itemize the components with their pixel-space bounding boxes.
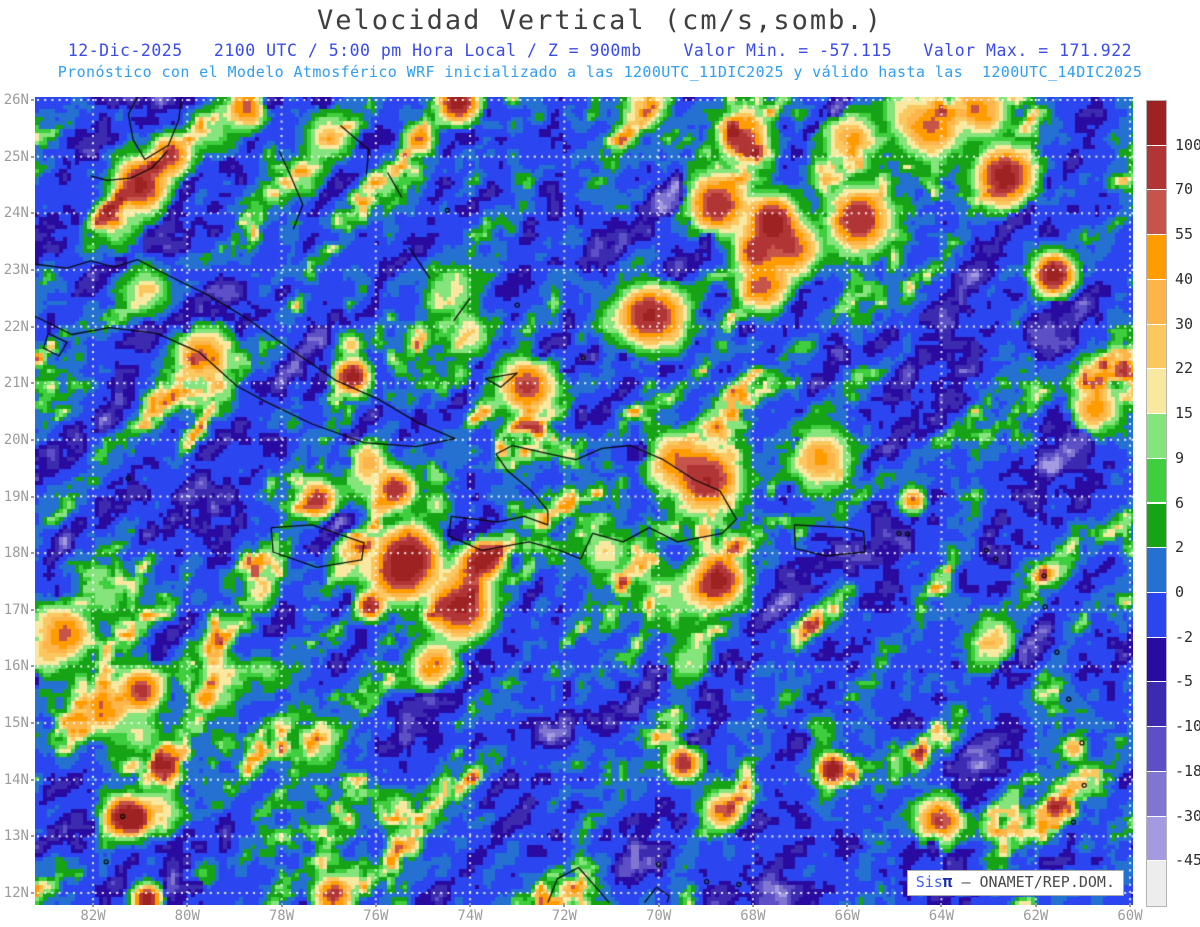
colorbar-tick-label: 55 (1175, 225, 1194, 244)
colorbar-tick-label: 6 (1175, 493, 1185, 512)
lon-tick-mark (280, 903, 283, 907)
colorbar-segment (1147, 816, 1166, 862)
lat-tick-mark (31, 382, 34, 385)
lat-tick-label: 17N (3, 601, 29, 618)
lat-tick-mark (31, 438, 34, 441)
lon-tick-mark (92, 903, 94, 907)
lon-tick-mark (940, 903, 943, 907)
colorbar-tick-label: -18 (1175, 761, 1200, 780)
lat-tick-label: 20N (3, 431, 29, 448)
lon-tick-mark (657, 903, 660, 907)
lat-tick-label: 15N (3, 715, 29, 732)
colorbar (1146, 100, 1167, 907)
colorbar-tick-label: -30 (1175, 806, 1200, 825)
lon-tick-mark (186, 903, 189, 907)
lat-tick-mark (31, 778, 34, 781)
lat-tick-label: 19N (3, 488, 29, 505)
lat-tick-mark (31, 722, 34, 725)
lon-tick-label: 74W (457, 908, 483, 924)
colorbar-segment (1147, 861, 1166, 906)
colorbar-segment (1147, 503, 1166, 549)
colorbar-tick-label: 22 (1175, 359, 1194, 378)
lat-tick-label: 16N (3, 658, 29, 675)
colorbar-segment (1147, 682, 1166, 728)
colorbar-tick-label: 15 (1175, 404, 1194, 423)
lon-tick-label: 82W (80, 908, 106, 924)
pi-icon: π (942, 872, 953, 891)
lat-tick-label: 26N (3, 92, 29, 108)
lon-tick-label: 66W (834, 908, 860, 924)
colorbar-segment (1147, 279, 1166, 325)
colorbar-tick-label: 9 (1175, 448, 1185, 467)
watermark-badge: Sisπ – ONAMET/REP.DOM. (906, 870, 1124, 896)
colorbar-segment (1147, 369, 1166, 415)
lon-tick-label: 80W (174, 908, 200, 924)
lon-tick-label: 70W (645, 908, 672, 924)
lat-tick-label: 21N (3, 375, 29, 392)
lat-tick-mark (31, 892, 34, 894)
colorbar-tick-label: 2 (1175, 538, 1185, 557)
subtitle-forecast-info: Pronóstico con el Modelo Atmosférico WRF… (57, 63, 1143, 81)
lat-tick-label: 24N (3, 205, 29, 222)
colorbar-segment (1147, 771, 1166, 817)
colorbar-tick-label: -45 (1175, 851, 1200, 870)
colorbar-tick-label: 0 (1175, 582, 1185, 601)
lat-tick-mark (31, 212, 34, 215)
lat-tick-label: 23N (3, 261, 29, 278)
lat-tick-mark (31, 552, 34, 555)
colorbar-segment (1147, 235, 1166, 280)
watermark-org: – ONAMET/REP.DOM. (952, 873, 1115, 891)
colorbar-tick-label: -10 (1175, 717, 1200, 736)
colorbar-tick-label: -5 (1175, 672, 1194, 691)
lon-tick-mark (374, 903, 377, 907)
colorbar-tick-label: 40 (1175, 269, 1194, 288)
colorbar-segment (1147, 637, 1166, 683)
colorbar-tick-label: -2 (1175, 627, 1194, 646)
lon-tick-mark (469, 903, 472, 907)
lat-tick-label: 12N (3, 885, 29, 901)
lat-tick-mark (31, 155, 34, 158)
lat-tick-label: 18N (3, 545, 29, 562)
lat-tick-mark (31, 325, 34, 328)
colorbar-segment (1147, 727, 1166, 772)
subtitle-valid-time: 12-Dic-2025 2100 UTC / 5:00 pm Hora Loca… (67, 41, 1133, 60)
watermark-sis: Sis (915, 873, 943, 891)
colorbar-segment (1147, 414, 1166, 459)
lon-tick-label: 64W (928, 908, 955, 924)
lon-tick-label: 62W (1023, 908, 1049, 924)
colorbar-tick-label: 70 (1175, 180, 1194, 199)
lon-tick-mark (1034, 903, 1037, 907)
colorbar-segment (1147, 548, 1166, 593)
colorbar-segment (1147, 592, 1166, 638)
lat-tick-label: 14N (3, 771, 29, 788)
page-title: Velocidad Vertical (cm/s,somb.) (317, 5, 883, 36)
lon-tick-mark (1129, 903, 1131, 907)
colorbar-segment (1147, 190, 1166, 236)
lon-tick-label: 76W (363, 908, 389, 924)
lat-tick-label: 25N (3, 148, 29, 165)
colorbar-segment (1147, 101, 1166, 146)
colorbar-tick-label: 30 (1175, 314, 1194, 333)
lon-tick-label: 60W (1117, 908, 1143, 924)
colorbar-segment (1147, 145, 1166, 191)
lat-tick-mark (31, 608, 34, 611)
velocity-field-map (35, 97, 1133, 905)
colorbar-segment (1147, 458, 1166, 504)
lat-tick-mark (31, 495, 34, 498)
lon-tick-mark (563, 903, 566, 907)
colorbar-segment (1147, 324, 1166, 370)
colorbar-tick-label: 100 (1175, 135, 1200, 154)
lat-tick-mark (31, 835, 34, 838)
lon-tick-label: 78W (268, 908, 295, 924)
lat-tick-mark (31, 268, 34, 271)
lat-tick-mark (31, 665, 34, 668)
lat-tick-mark (31, 99, 34, 101)
lon-tick-mark (751, 903, 754, 907)
lat-tick-label: 13N (3, 828, 29, 845)
lon-tick-mark (846, 903, 849, 907)
lat-tick-label: 22N (3, 318, 29, 335)
lon-tick-label: 68W (740, 908, 766, 924)
lon-tick-label: 72W (551, 908, 577, 924)
